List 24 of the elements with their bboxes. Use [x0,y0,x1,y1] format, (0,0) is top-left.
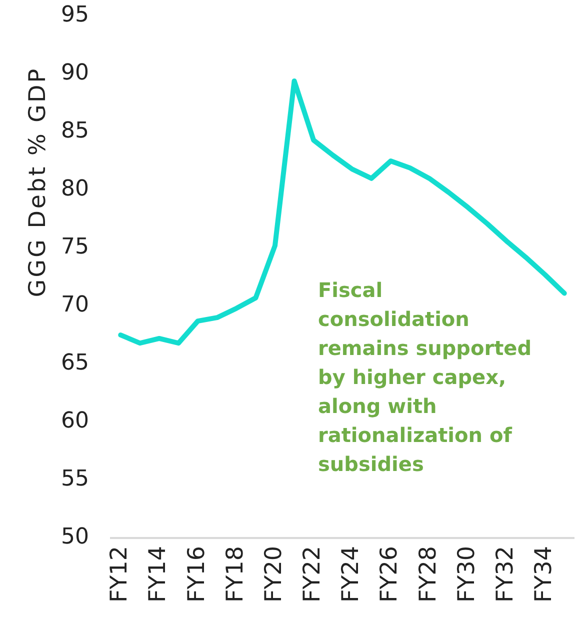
y-tick-label: 85 [61,118,89,144]
annotation: Fiscal consolidation remains supported by higher capex, along with rationalization of subsidies [318,277,533,478]
x-tick-label: FY18 [222,546,248,603]
x-tick-label: FY14 [145,546,172,603]
y-tick-label: 70 [61,292,89,318]
x-tick-label: FY32 [492,546,518,603]
x-tick-label: FY26 [376,546,403,603]
x-tick-label: FY30 [454,546,480,603]
x-tick-label: FY34 [531,546,558,603]
y-tick-label: 50 [61,524,89,550]
x-tick-label: FY24 [338,546,364,603]
x-tick-label: FY12 [106,546,133,603]
x-tick-label: FY16 [184,546,210,603]
x-tick-label: FY22 [300,546,326,603]
y-tick-label: 55 [61,466,89,492]
y-tick-label: 65 [61,350,89,376]
x-tick-label: FY20 [260,546,287,603]
y-axis-title: GGG Debt % GDP [25,66,51,298]
y-tick-label: 60 [61,408,89,434]
y-tick-label: 80 [61,176,89,202]
x-tick-label: FY28 [415,546,442,603]
y-tick-label: 95 [61,2,89,28]
y-tick-label: 90 [61,60,89,86]
y-tick-label: 75 [61,234,89,260]
